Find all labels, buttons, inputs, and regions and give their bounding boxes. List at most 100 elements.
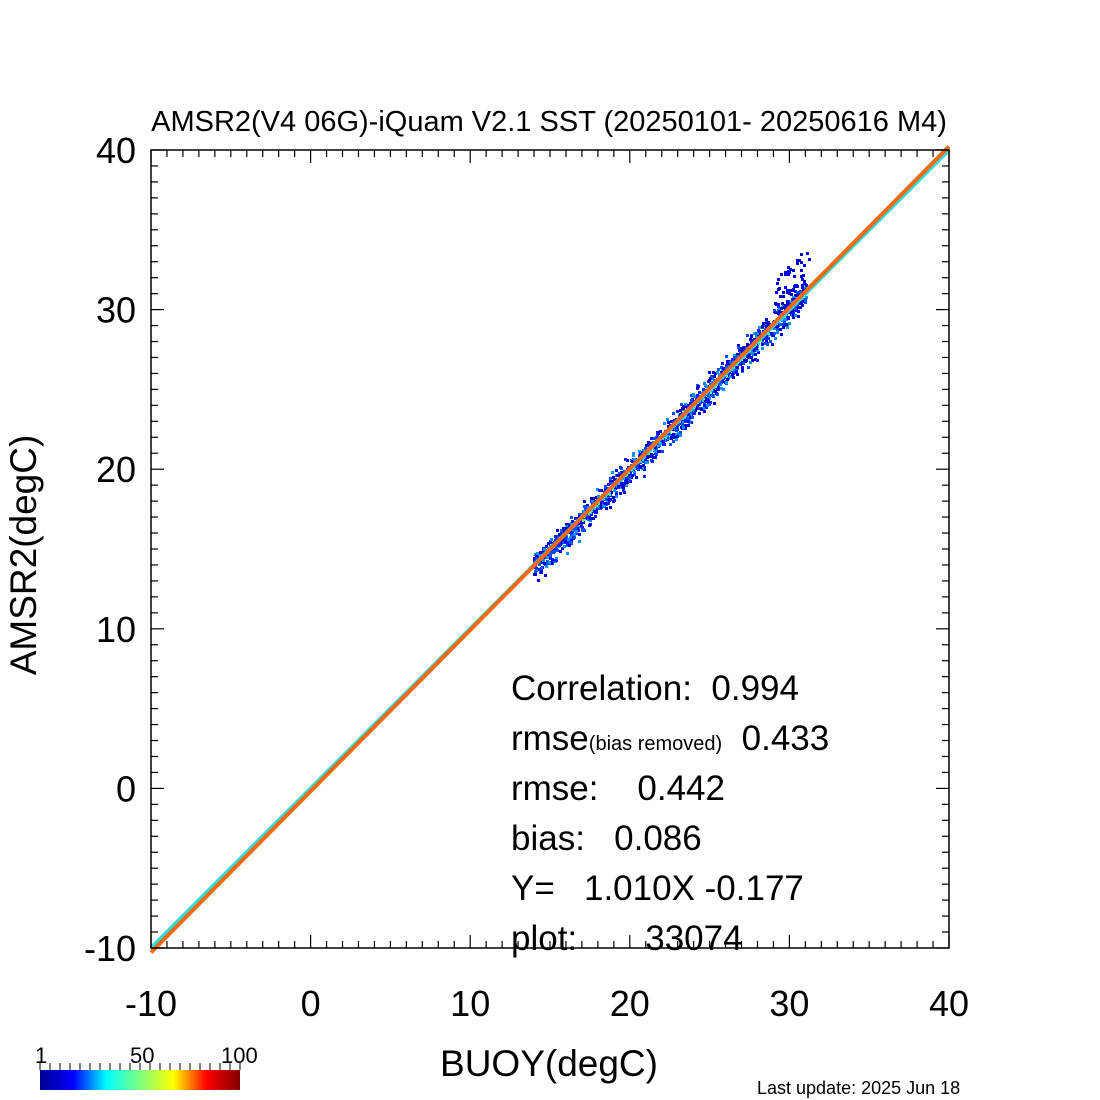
- cloud-point: [612, 500, 615, 503]
- bias-label: bias:: [511, 819, 585, 858]
- cloud-point: [650, 455, 653, 458]
- cloud-point: [604, 502, 607, 505]
- cloud-point: [747, 344, 750, 347]
- cloud-point: [695, 397, 698, 400]
- axis-ticks: [150, 149, 950, 949]
- cloud-point: [549, 554, 552, 557]
- cloud-point: [723, 376, 726, 379]
- chart-title: AMSR2(V4 06G)-iQuam V2.1 SST (20250101- …: [151, 106, 947, 138]
- cloud-point: [782, 318, 785, 321]
- cloud-point: [666, 436, 669, 439]
- cloud-point: [554, 559, 557, 562]
- cloud-point: [543, 548, 546, 551]
- cloud-point: [708, 403, 711, 406]
- cloud-point: [590, 497, 593, 500]
- cloud-point: [607, 483, 610, 486]
- cloud-point: [640, 451, 643, 454]
- cloud-point: [622, 477, 625, 480]
- cloud-point: [753, 338, 756, 341]
- cloud-point: [642, 449, 645, 452]
- cloud-point: [698, 391, 701, 394]
- cloud-point: [789, 289, 792, 292]
- cloud-point: [729, 375, 732, 378]
- cloud-point: [662, 443, 665, 446]
- cloud-point: [641, 467, 644, 470]
- cloud-core-point: [589, 511, 591, 513]
- rmse-label: rmse:: [511, 769, 599, 808]
- cloud-point: [788, 271, 791, 274]
- cloud-point: [774, 337, 777, 340]
- reference-lines: [149, 145, 951, 954]
- cloud-point: [788, 322, 791, 325]
- rmse-bias-removed-value: 0.433: [741, 719, 830, 758]
- cloud-point: [576, 525, 579, 528]
- cloud-point: [585, 514, 588, 517]
- cloud-point: [797, 310, 800, 313]
- cloud-point: [764, 337, 767, 340]
- cloud-point: [697, 385, 700, 388]
- cloud-point: [741, 369, 744, 372]
- cloud-point: [645, 444, 648, 447]
- cloud-point: [796, 259, 799, 262]
- cloud-point: [712, 371, 715, 374]
- cloud-point: [752, 349, 755, 352]
- cloud-point: [722, 367, 725, 370]
- cloud-core-point: [733, 367, 735, 369]
- cloud-point: [586, 516, 589, 519]
- cloud-core-point: [609, 492, 611, 494]
- cloud-point: [732, 368, 735, 371]
- cloud-point: [631, 460, 634, 463]
- cloud-point: [597, 495, 600, 498]
- cloud-point: [742, 362, 745, 365]
- cloud-core-point: [665, 437, 667, 439]
- cloud-point: [786, 326, 789, 329]
- cloud-point: [570, 533, 573, 536]
- cloud-point: [688, 416, 691, 419]
- cloud-point: [676, 410, 679, 413]
- cloud-point: [707, 400, 710, 403]
- cloud-point: [698, 407, 701, 410]
- cloud-point: [765, 335, 768, 338]
- cloud-point: [751, 359, 754, 362]
- cloud-point: [655, 436, 658, 439]
- cloud-core-point: [657, 445, 659, 447]
- cloud-point: [786, 300, 789, 303]
- cloud-point: [750, 351, 753, 354]
- cloud-point: [708, 379, 711, 382]
- cloud-point: [633, 473, 636, 476]
- cloud-point: [749, 338, 752, 341]
- cloud-point: [633, 471, 636, 474]
- x-tick-label: 0: [301, 983, 321, 1024]
- cloud-point: [783, 324, 786, 327]
- cloud-point: [650, 437, 653, 440]
- cloud-point: [561, 547, 564, 550]
- cloud-point: [761, 338, 764, 341]
- cloud-point: [764, 322, 767, 325]
- cloud-point: [755, 335, 758, 338]
- cloud-point: [769, 340, 772, 343]
- cloud-point: [660, 439, 663, 442]
- cloud-point: [675, 426, 678, 429]
- bias-stat: bias: 0.086: [511, 821, 702, 856]
- cloud-point: [708, 371, 711, 374]
- cloud-point: [675, 429, 678, 432]
- cloud-point: [711, 377, 714, 380]
- cloud-point: [569, 536, 572, 539]
- cloud-point: [582, 528, 585, 531]
- cloud-point: [642, 464, 645, 467]
- cloud-point: [803, 282, 806, 285]
- cloud-point: [666, 418, 669, 421]
- cloud-point: [714, 390, 717, 393]
- cloud-point: [761, 340, 764, 343]
- cloud-point: [710, 375, 713, 378]
- cloud-core-point: [703, 398, 705, 400]
- cloud-point: [578, 515, 581, 518]
- cloud-point: [555, 546, 558, 549]
- cloud-core-point: [736, 364, 738, 366]
- cloud-point: [618, 472, 621, 475]
- cloud-point: [681, 423, 684, 426]
- cloud-point: [795, 309, 798, 312]
- cloud-point: [545, 565, 548, 568]
- cloud-point: [654, 452, 657, 455]
- cloud-point: [589, 517, 592, 520]
